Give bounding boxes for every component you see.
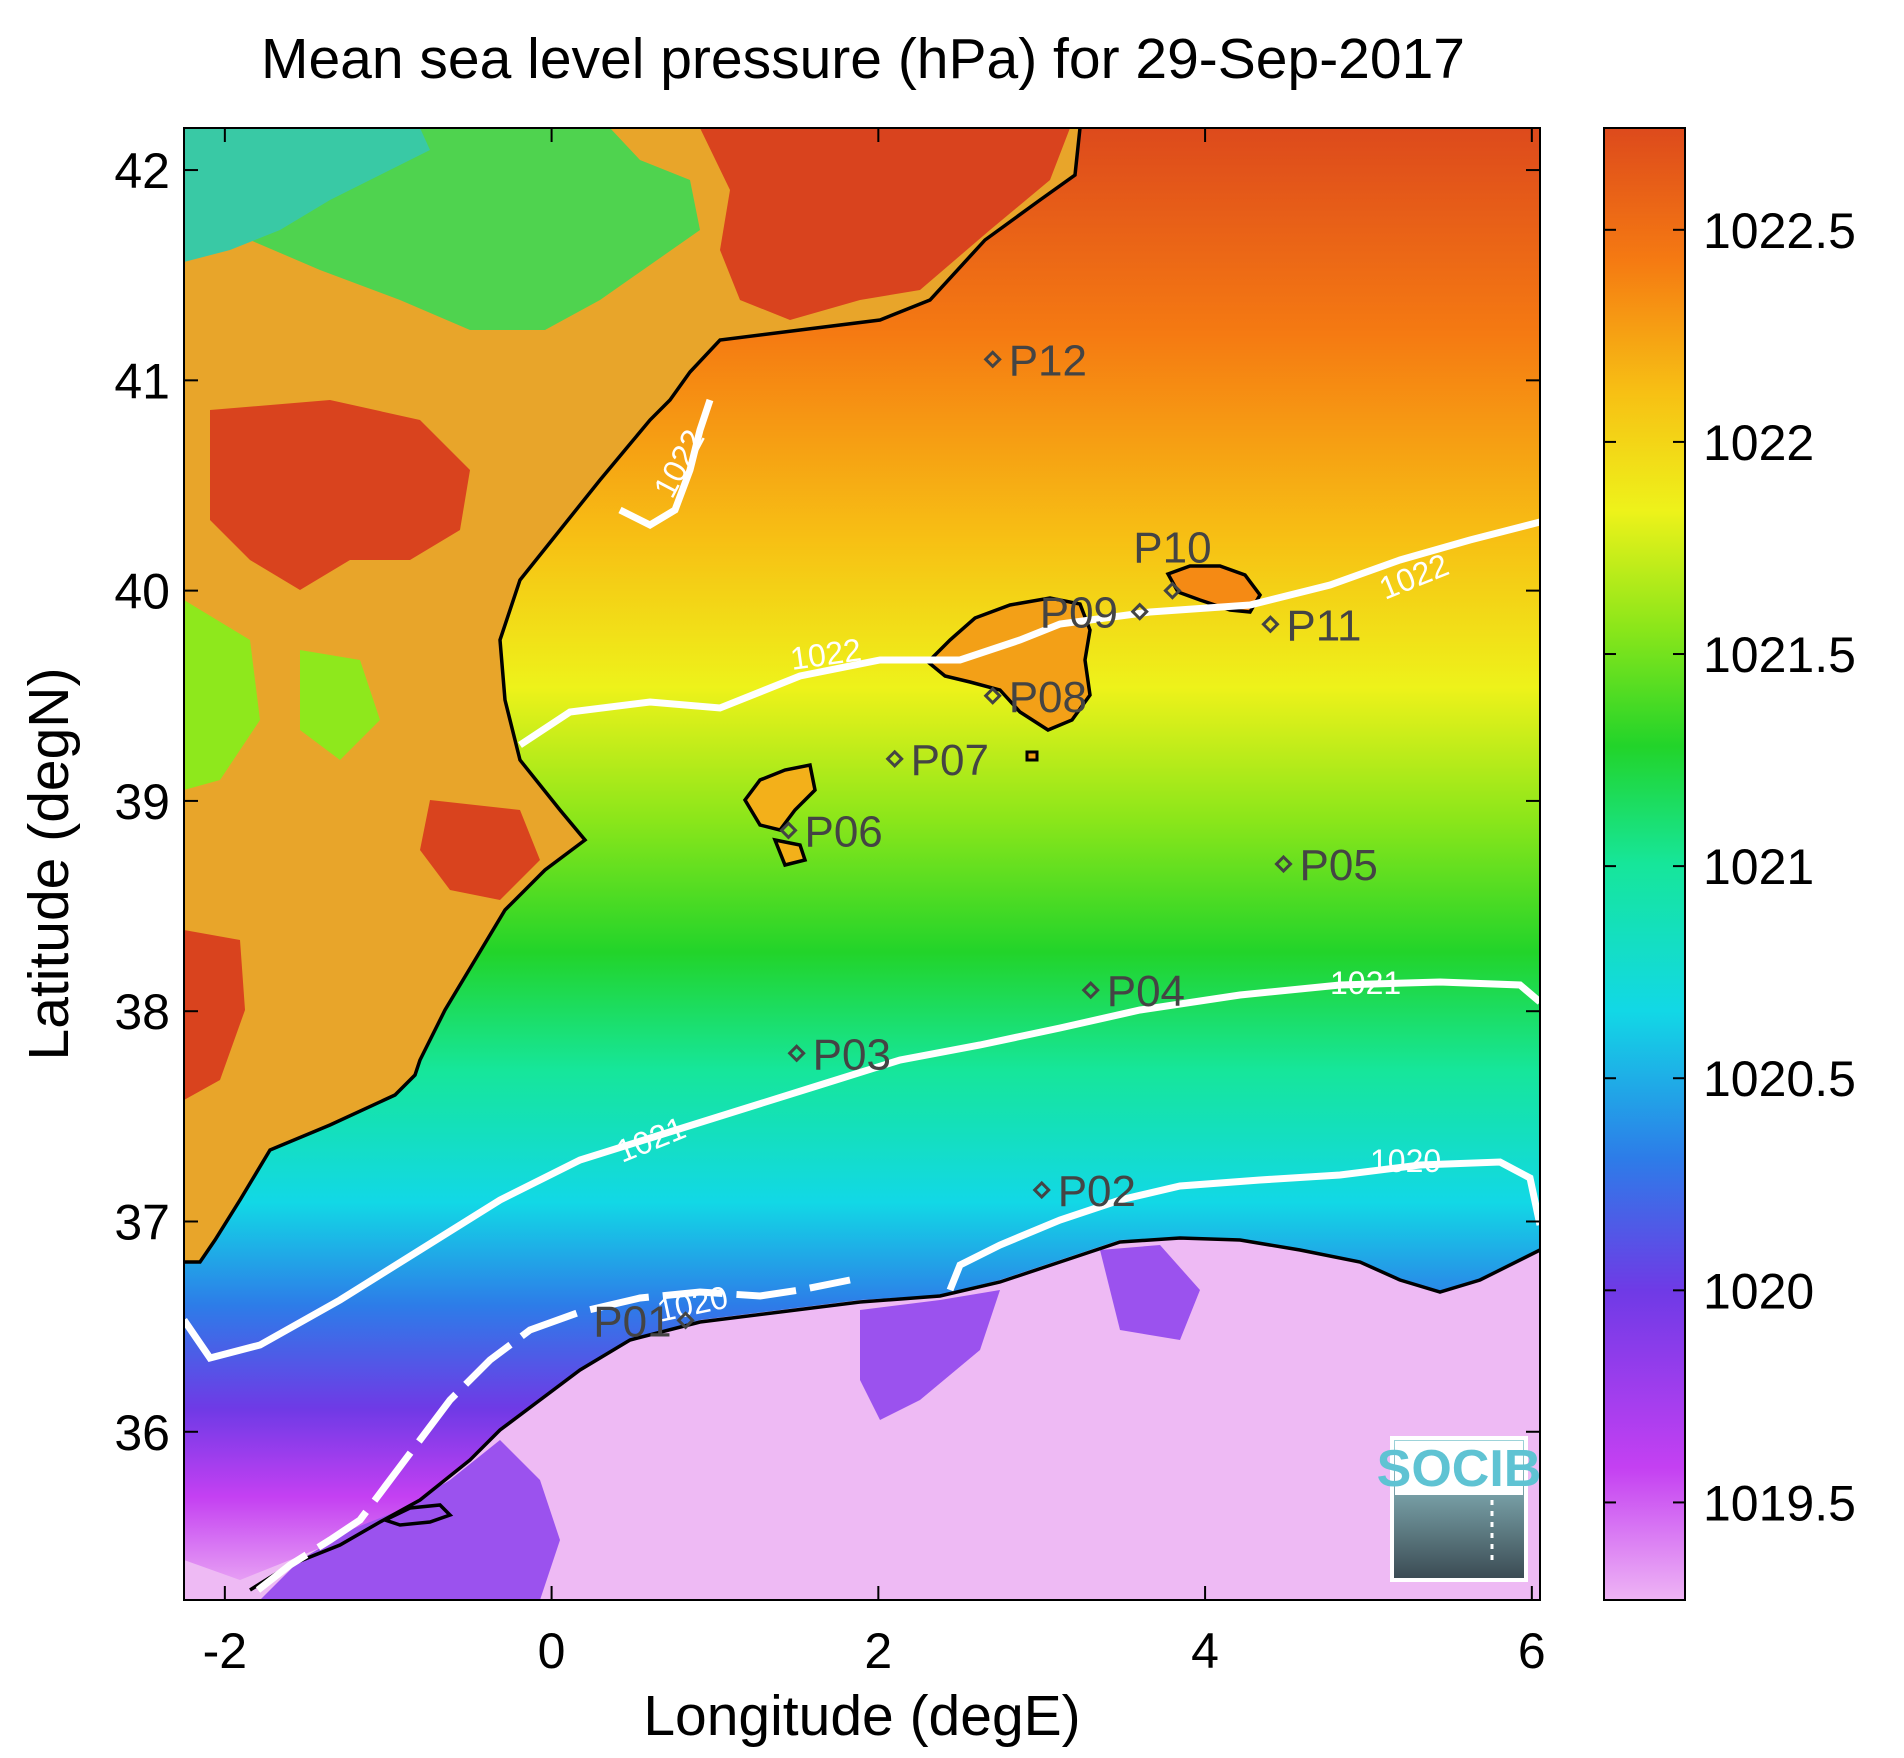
station-marker-icon — [676, 1311, 695, 1330]
contour-1020-east — [946, 1158, 1540, 1292]
station-p05: P05 — [1274, 841, 1378, 890]
station-marker-icon — [983, 686, 1002, 705]
socib-logo: SOCIB — [1377, 1436, 1542, 1582]
contour-label-1020-a: 1020 — [1370, 1143, 1441, 1179]
y-tick-label: 42 — [114, 143, 170, 199]
y-tick-label: 36 — [114, 1405, 170, 1461]
station-label: P09 — [1040, 589, 1118, 638]
station-marker-icon — [885, 749, 904, 768]
station-label: P08 — [1009, 673, 1087, 722]
y-tick-label: 37 — [114, 1194, 170, 1250]
map-frame — [183, 127, 1541, 1601]
y-tick-label: 41 — [114, 353, 170, 409]
y-tick-label: 39 — [114, 774, 170, 830]
station-marker-icon — [1130, 602, 1149, 621]
land-red-ranges — [184, 128, 1070, 1100]
colorbar-tick-label: 1022.5 — [1703, 203, 1856, 259]
station-p08: P08 — [983, 673, 1087, 722]
chart-title: Mean sea level pressure (hPa) for 29-Sep… — [261, 27, 1465, 91]
y-tick-label: 38 — [114, 984, 170, 1040]
y-tick-label: 40 — [114, 564, 170, 620]
station-label: P03 — [813, 1030, 891, 1079]
land-purple-coast — [260, 1245, 1200, 1600]
island-cabrera — [1025, 750, 1039, 762]
x-tick-label: 6 — [1518, 1623, 1546, 1679]
x-axis-label: Longitude (degE) — [643, 1684, 1080, 1748]
y-axis-label: Latitude (degN) — [17, 668, 81, 1061]
station-label: P06 — [804, 807, 882, 856]
station-p04: P04 — [1081, 967, 1185, 1016]
colorbar-tick-label: 1020 — [1703, 1263, 1814, 1319]
x-tick-label: 0 — [538, 1623, 566, 1679]
station-label: P05 — [1300, 841, 1378, 890]
station-marker-icon — [1032, 1180, 1051, 1200]
contour-1022 — [518, 518, 1540, 748]
station-p03: P03 — [787, 1030, 891, 1079]
colorbar-tick-label: 1020.5 — [1703, 1051, 1856, 1107]
station-marker-icon — [1274, 854, 1293, 874]
contour-label-1021-b: 1021 — [1330, 965, 1401, 1001]
coastline-africa — [249, 1236, 1540, 1592]
contour-1021 — [184, 978, 1540, 1363]
station-p09: P09 — [1040, 589, 1149, 638]
coastline-alboran-island — [380, 1503, 454, 1527]
island-ibiza — [742, 762, 817, 868]
contour-1020 — [255, 1276, 851, 1593]
colorbar-ticks: 1019.5 1020 1020.5 1021 1021.5 1022 1022.5 — [1604, 203, 1856, 1531]
land-cyan-highland — [184, 128, 430, 262]
station-marker-icon — [779, 821, 798, 840]
land-iberia — [184, 128, 1080, 1262]
station-label: P04 — [1107, 967, 1185, 1016]
station-p11: P11 — [1261, 601, 1361, 650]
colorbar-tick-label: 1019.5 — [1703, 1475, 1856, 1531]
station-label: P07 — [911, 736, 989, 785]
station-marker-icon — [1081, 981, 1100, 1000]
colorbar-tick-label: 1021.5 — [1703, 627, 1856, 683]
colorbar-tick-label: 1022 — [1703, 415, 1814, 471]
map-panel: 1022 1022 1022 1021 1021 1020 1020 P01P0… — [184, 128, 1542, 1600]
station-label: P02 — [1058, 1167, 1136, 1216]
station-label: P11 — [1286, 601, 1361, 650]
station-label: P10 — [1133, 524, 1211, 573]
station-p07: P07 — [885, 736, 989, 785]
station-marker-icon — [983, 350, 1002, 369]
station-p12: P12 — [983, 336, 1087, 385]
station-marker-icon — [787, 1044, 806, 1063]
colorbar — [1603, 127, 1686, 1601]
station-p02: P02 — [1032, 1167, 1136, 1216]
x-tick-label: 4 — [1191, 1623, 1219, 1679]
station-p10: P10 — [1133, 524, 1212, 600]
station-p06: P06 — [779, 807, 883, 856]
station-marker-icon — [1261, 615, 1280, 634]
logo-text: SOCIB — [1377, 1440, 1542, 1498]
x-tick-label: 2 — [864, 1623, 892, 1679]
contour-1022-coastal — [618, 398, 714, 529]
station-marker-icon — [1163, 581, 1182, 600]
colorbar-tick-label: 1021 — [1703, 839, 1814, 895]
station-markers: P01 P02 P03 P04 P05 P06 P07 P08 P09 P10 P11 P12 — [593, 336, 1378, 1346]
station-label: P12 — [1009, 336, 1087, 385]
land-green-patches — [184, 600, 380, 790]
station-label: P01 — [593, 1297, 671, 1346]
coastline-iberia — [184, 128, 1082, 1264]
map-axes: -2 0 2 4 6 36 37 38 39 40 41 42 — [114, 128, 1546, 1679]
x-tick-label: -2 — [203, 1623, 247, 1679]
station-p01: P01 — [593, 1297, 695, 1346]
